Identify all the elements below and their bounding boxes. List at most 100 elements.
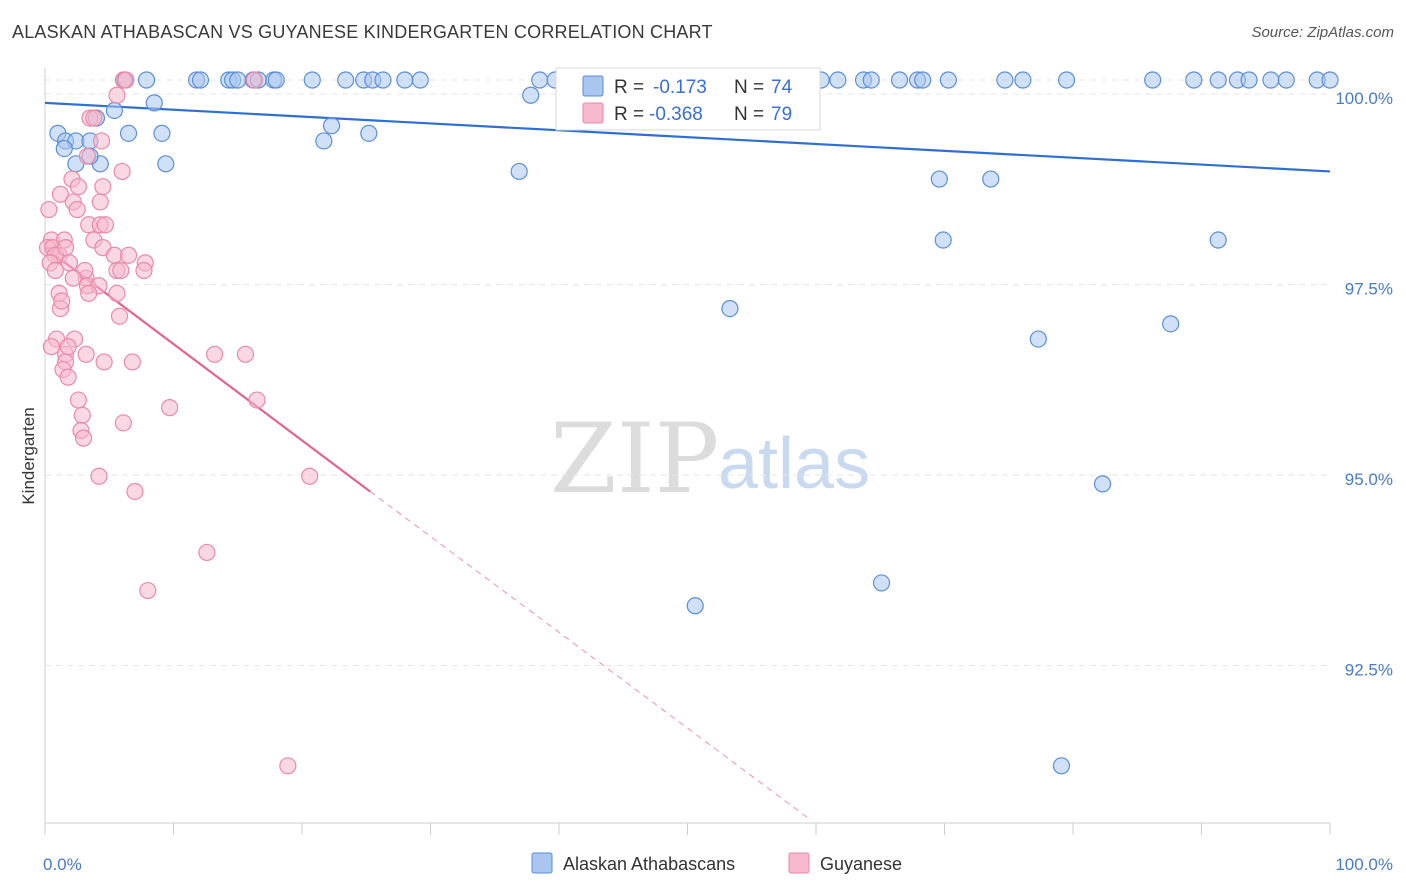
athabascan-point-30 (939, 71, 957, 89)
guyanese-point-65 (161, 399, 179, 417)
athabascan-point-1 (137, 71, 156, 89)
guyanese-point-69 (90, 467, 108, 485)
athabascan-point-59 (360, 124, 378, 142)
athabascan-point-64 (934, 231, 952, 249)
guyanese-point-8 (113, 162, 131, 181)
athabascan-point-58 (322, 117, 341, 135)
athabascan-point-69 (1093, 475, 1112, 493)
grid-layer: 100.0% 97.5% 95.0% 92.5% (45, 79, 1393, 680)
series-guyanese (38, 71, 319, 775)
legend-r-label-1: R = (614, 77, 644, 98)
athabascan-point-32 (1014, 71, 1032, 89)
athabascan-point-17 (411, 71, 429, 89)
trend-line-athabascan (44, 101, 1331, 173)
y-tick-label-0: 100.0% (1335, 89, 1393, 108)
y-tick-label-1: 97.5% (1345, 280, 1393, 299)
athabascan-point-50 (119, 124, 138, 142)
guyanese-point-15 (68, 200, 86, 219)
athabascan-point-16 (396, 71, 414, 89)
guyanese-point-32 (60, 254, 79, 272)
guyanese-point-48 (110, 307, 129, 325)
series-alaskan-athabascans (49, 71, 1339, 775)
legend-swatch-blue (582, 75, 604, 97)
athabascan-point-56 (157, 155, 175, 173)
guyanese-point-37 (46, 261, 64, 280)
legend-n-value-1: 74 (771, 77, 793, 98)
guyanese-point-10 (69, 178, 88, 196)
athabascan-point-71 (872, 574, 891, 592)
guyanese-point-1 (117, 71, 135, 89)
athabascan-point-15 (374, 71, 392, 89)
x-tick-label-0: 0.0% (43, 855, 82, 874)
series-legend-label-2: Guyanese (820, 854, 902, 874)
athabascan-point-11 (303, 71, 321, 89)
athabascan-point-49 (105, 101, 123, 120)
guyanese-point-70 (126, 482, 144, 501)
series-legend-swatch-blue (531, 852, 553, 874)
watermark: ZIP atlas (550, 403, 870, 515)
athabascan-point-47 (55, 139, 73, 158)
y-axis-label: Kindergarten (19, 407, 38, 504)
guyanese-point-7 (78, 147, 97, 165)
athabascan-point-67 (1029, 330, 1047, 348)
guyanese-point-73 (139, 581, 157, 600)
guyanese-point-47 (53, 292, 71, 310)
guyanese-point-61 (59, 368, 77, 386)
athabascan-point-42 (1321, 71, 1339, 89)
series-legend-label-1: Alaskan Athabascans (563, 854, 735, 874)
guyanese-point-16 (40, 200, 58, 219)
guyanese-point-68 (74, 429, 93, 447)
guyanese-point-59 (206, 345, 224, 363)
athabascan-point-29 (914, 71, 932, 89)
athabascan-point-60 (522, 86, 540, 104)
athabascan-point-27 (890, 71, 909, 89)
guyanese-point-39 (64, 269, 82, 287)
athabascan-point-10 (267, 71, 285, 89)
y-tick-label-2: 95.0% (1345, 470, 1393, 489)
athabascan-point-6 (229, 71, 247, 89)
guyanese-point-44 (108, 284, 126, 302)
athabascan-point-68 (1162, 315, 1180, 333)
athabascan-point-12 (337, 71, 355, 89)
legend-r-value-1: -0.173 (653, 77, 707, 98)
legend-n-label-2: N = (734, 104, 764, 125)
guyanese-point-67 (114, 414, 132, 432)
legend-r-label-2: R = (614, 104, 644, 125)
athabascan-point-40 (1277, 71, 1295, 89)
guyanese-point-40 (112, 261, 130, 280)
chart-title: ALASKAN ATHABASCAN VS GUYANESE KINDERGAR… (12, 22, 713, 42)
guyanese-point-51 (42, 338, 61, 356)
guyanese-point-74 (279, 757, 297, 775)
guyanese-point-5 (85, 109, 103, 127)
guyanese-point-6 (92, 132, 111, 150)
stats-legend: R = -0.173 N = 74 R = -0.368 N = 79 (555, 67, 821, 131)
guyanese-point-64 (73, 406, 91, 424)
guyanese-point-12 (51, 185, 70, 203)
trend-line-guyanese-extension (369, 491, 810, 820)
guyanese-point-57 (123, 353, 141, 371)
athabascan-point-33 (1057, 71, 1076, 89)
athabascan-point-34 (1144, 71, 1162, 89)
guyanese-point-58 (236, 345, 255, 363)
athabascan-point-57 (315, 132, 333, 150)
athabascan-point-35 (1185, 71, 1203, 89)
guyanese-point-3 (108, 86, 126, 104)
axes-layer: 0.0% 100.0% (43, 68, 1393, 874)
athabascan-point-3 (191, 71, 210, 89)
athabascan-point-61 (510, 162, 528, 181)
athabascan-point-36 (1209, 71, 1227, 89)
athabascan-point-66 (721, 300, 739, 318)
athabascan-point-52 (153, 124, 171, 142)
guyanese-point-35 (135, 261, 153, 280)
series-legend: Alaskan Athabascans Guyanese (531, 852, 902, 874)
athabascan-point-65 (1209, 231, 1227, 249)
x-tick-label-1: 100.0% (1335, 855, 1393, 874)
guyanese-point-55 (95, 353, 113, 371)
athabascan-point-18 (531, 71, 549, 89)
athabascan-point-72 (1052, 757, 1071, 775)
athabascan-point-51 (145, 94, 163, 112)
athabascan-point-26 (862, 71, 880, 89)
points-layer (38, 71, 1339, 775)
athabascan-point-31 (996, 71, 1014, 89)
